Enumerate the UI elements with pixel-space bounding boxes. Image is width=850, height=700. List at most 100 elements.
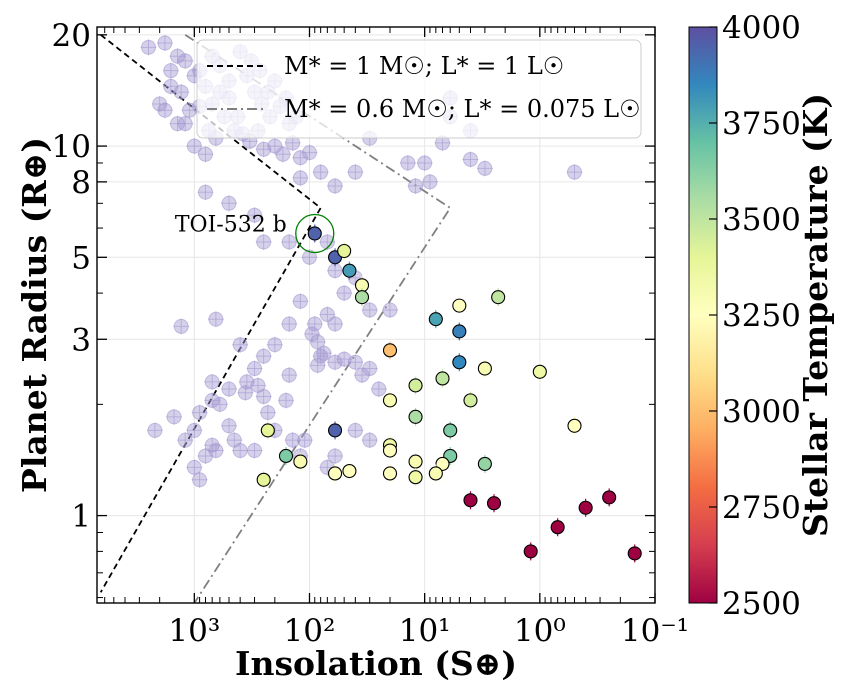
data-point: [362, 432, 378, 448]
data-point: [428, 466, 443, 481]
data-point: [342, 463, 357, 479]
y-tick-label: 3: [71, 322, 91, 358]
data-point: [278, 392, 294, 408]
x-tick-label: 10²: [284, 613, 336, 649]
colorbar-tick-label: 2500: [722, 586, 801, 622]
data-point: [347, 354, 363, 370]
data-point: [301, 249, 317, 265]
data-point: [247, 443, 263, 459]
data-point: [477, 456, 492, 471]
y-axis-label: Planet Radius (R⊕): [15, 137, 54, 493]
data-point: [221, 381, 237, 397]
data-point: [307, 226, 322, 241]
data-point: [177, 432, 193, 448]
data-point: [310, 357, 326, 373]
data-point: [169, 116, 185, 132]
data-point: [347, 164, 363, 180]
x-tick-label: 10⁰: [514, 613, 566, 649]
data-point: [267, 337, 283, 353]
y-tick-label: 5: [71, 240, 91, 276]
data-point: [208, 311, 224, 327]
toi-532b-ring: [295, 213, 335, 254]
data-point: [463, 493, 478, 508]
data-point: [147, 422, 163, 438]
y-axis-ticks: 1 3 5 810 20: [52, 18, 655, 599]
toi-532b-label: TOI-532 b: [175, 212, 287, 237]
data-point: [567, 418, 582, 433]
data-point: [204, 392, 220, 408]
colorbar-tick-label: 3250: [722, 298, 801, 334]
data-point: [627, 546, 642, 561]
x-axis-ticks: 10³ 10² 10¹ 10⁰ 10⁻¹: [96, 27, 689, 649]
data-point: [550, 520, 565, 535]
data-point: [408, 378, 423, 393]
data-point: [301, 145, 317, 161]
y-tick-label: 20: [52, 18, 91, 54]
data-point: [166, 409, 182, 425]
data-point: [260, 405, 276, 421]
data-point: [204, 374, 220, 390]
data-point: [327, 423, 343, 438]
temperature-planets: [256, 224, 642, 563]
data-point: [256, 234, 272, 250]
colorbar-tick-label: 4000: [722, 10, 801, 46]
data-point: [362, 302, 378, 318]
data-point: [278, 448, 294, 464]
data-point: [221, 418, 237, 434]
colorbar-tick-label: 3500: [722, 202, 801, 238]
data-point: [477, 361, 492, 376]
data-point: [382, 302, 398, 318]
legend-box: [196, 39, 642, 139]
data-point: [347, 422, 363, 438]
data-point: [173, 318, 189, 334]
data-point: [304, 326, 320, 342]
data-point: [186, 138, 202, 154]
data-point: [327, 466, 343, 481]
data-point: [275, 146, 291, 162]
data-point: [197, 146, 213, 162]
data-point: [140, 39, 156, 55]
data-point: [327, 448, 343, 464]
data-point: [163, 63, 179, 79]
data-point: [452, 324, 467, 339]
data-point: [452, 355, 467, 370]
x-tick-label: 10⁻¹: [621, 613, 689, 649]
data-point: [256, 348, 272, 364]
data-point: [313, 164, 329, 180]
data-point: [408, 178, 424, 194]
data-point: [163, 78, 179, 94]
plot-frame: [96, 26, 656, 604]
data-point: [197, 184, 213, 200]
annotation: TOI-532 b: [175, 212, 335, 254]
data-point: [310, 334, 326, 350]
y-tick-label: 8: [71, 165, 91, 201]
legend-mdwarf-label: M* = 0.6 M☉; L* = 0.075 L☉: [284, 95, 641, 123]
data-point: [422, 174, 438, 190]
data-point: [408, 470, 423, 485]
data-point: [463, 393, 478, 408]
data-point: [152, 96, 168, 112]
data-point: [486, 496, 502, 511]
data-point: [221, 195, 237, 211]
data-point: [435, 371, 450, 386]
data-point: [292, 293, 308, 309]
data-point: [417, 155, 433, 171]
data-point: [256, 472, 271, 487]
data-point: [452, 298, 467, 313]
x-axis-label: Insolation (S⊕): [235, 644, 517, 683]
data-point: [169, 48, 185, 64]
legend-solar-label: M* = 1 M☉; L* = 1 L☉: [284, 52, 564, 80]
data-point: [382, 393, 398, 408]
data-point: [192, 405, 208, 421]
data-point: [408, 454, 423, 469]
data-point: [292, 150, 308, 166]
data-point: [247, 207, 263, 223]
data-point: [327, 178, 343, 194]
data-point: [232, 337, 248, 353]
data-point: [443, 423, 458, 438]
data-point: [428, 312, 443, 327]
data-point: [281, 234, 297, 250]
data-point: [260, 423, 275, 438]
colorbar-ticks: 2500 2750 3000 3250 3500 3750 4000: [709, 10, 801, 622]
data-point: [523, 544, 538, 559]
